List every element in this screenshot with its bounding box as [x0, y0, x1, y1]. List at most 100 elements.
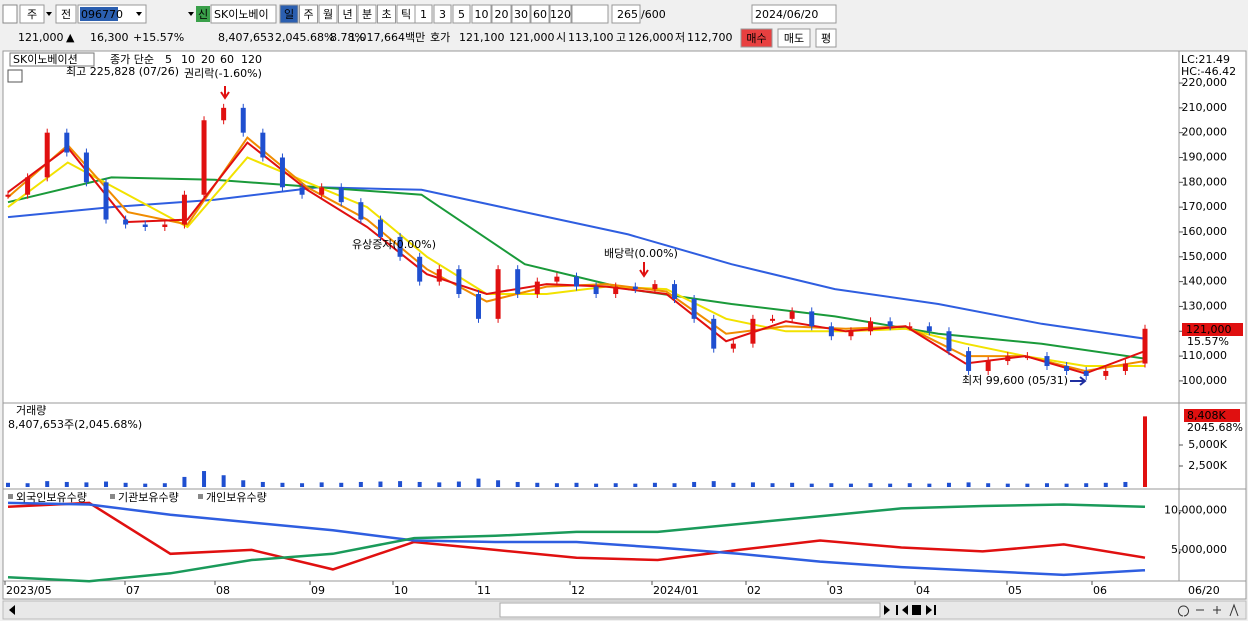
- buy-button: 매수: [746, 32, 766, 45]
- volume-last-box: [1184, 409, 1240, 422]
- candle: [613, 286, 619, 295]
- volume-subtitle: 8,407,653주(2,045.68%): [8, 418, 142, 431]
- period-button-box[interactable]: [357, 4, 377, 24]
- volume-bar: [750, 482, 755, 487]
- interval-button-box[interactable]: [549, 4, 572, 24]
- market-box[interactable]: [19, 4, 45, 24]
- price-axis-tick-label: 180,000: [1182, 175, 1228, 188]
- period-button: 주: [303, 8, 313, 21]
- volume-bar: [221, 475, 226, 487]
- volume-bar: [829, 483, 834, 487]
- x-tick-label: 05: [1008, 584, 1022, 597]
- legend-swatch: [198, 494, 203, 499]
- volume-bar: [358, 481, 363, 487]
- x-tick-label: 09: [311, 584, 325, 597]
- interval-button: 60: [533, 8, 547, 21]
- interval-button-box[interactable]: [530, 4, 550, 24]
- volume-bar: [809, 483, 814, 487]
- candle: [279, 157, 285, 188]
- candle: [25, 177, 31, 195]
- count: 265: [617, 8, 638, 21]
- legend-entry: 120: [241, 53, 262, 66]
- candle: [417, 256, 423, 282]
- quote-volume: 8,407,653: [218, 31, 274, 44]
- period-button-box[interactable]: [299, 4, 318, 24]
- scroll-controls[interactable]: [884, 605, 936, 615]
- menu-icon[interactable]: [2, 4, 18, 24]
- price-axis-tick-label: 160,000: [1182, 225, 1228, 238]
- period-button-box[interactable]: [318, 4, 338, 24]
- volume-bar: [280, 482, 285, 487]
- x-tick-label: 07: [126, 584, 140, 597]
- interval-button-box[interactable]: [471, 4, 492, 24]
- volume-bar: [515, 481, 520, 487]
- volume-bar: [143, 483, 148, 487]
- candle: [1142, 328, 1148, 364]
- candle: [377, 219, 383, 237]
- interval-button-box[interactable]: [511, 4, 531, 24]
- volume-bar: [652, 482, 657, 487]
- period-button-box[interactable]: [377, 4, 396, 24]
- volume-bar: [574, 482, 579, 487]
- candle: [1103, 370, 1109, 376]
- volume-bar: [848, 483, 853, 487]
- date: 2024/06/20: [755, 8, 818, 21]
- interval-button-box[interactable]: [452, 4, 471, 24]
- date-box[interactable]: [751, 4, 837, 24]
- grid-icon[interactable]: [7, 69, 23, 83]
- quote-price: 121,000: [18, 31, 64, 44]
- volume-bar: [84, 482, 89, 487]
- period-button-box[interactable]: [338, 4, 357, 24]
- volume-bar: [1025, 483, 1030, 487]
- scroll-thumb[interactable]: [499, 602, 881, 618]
- dividend-annotation: 배당락(0.00%): [604, 247, 678, 260]
- candle: [103, 182, 109, 220]
- scroll-left[interactable]: [9, 605, 15, 615]
- candle: [319, 187, 325, 195]
- price-axis-tick-label: 190,000: [1182, 150, 1228, 163]
- scope-box[interactable]: [55, 4, 77, 24]
- period-button-box[interactable]: [279, 4, 299, 24]
- scope: 전: [61, 8, 71, 21]
- candle: [828, 326, 834, 337]
- volume-bar: [6, 482, 10, 487]
- volume-last-ratio: 2045.68%: [1187, 421, 1243, 434]
- volume-bar: [417, 481, 422, 487]
- buy-button-box[interactable]: [740, 28, 773, 48]
- price-axis-tick-label: 100,000: [1182, 374, 1228, 387]
- count-box[interactable]: [611, 4, 641, 24]
- last-pct: 15.57%: [1187, 335, 1229, 348]
- volume-bar: [770, 483, 775, 487]
- candle: [966, 351, 972, 371]
- capital-annotation: 유상증자(0.00%): [352, 238, 436, 251]
- holdings-legend: 외국인보유수량: [16, 491, 87, 504]
- interval-button-box[interactable]: [433, 4, 452, 24]
- volume-axis-tick-label: 5,000K: [1188, 438, 1227, 451]
- legend-entry: 20: [201, 53, 215, 66]
- quote-arrow: ▲: [66, 31, 75, 44]
- volume-bar: [260, 481, 265, 487]
- volume-bar: [1143, 416, 1147, 487]
- legend-swatch: [8, 494, 13, 499]
- volume-bar: [966, 482, 971, 487]
- zoom-controls[interactable]: [1178, 603, 1239, 617]
- code-highlight: [80, 7, 118, 21]
- empty-select[interactable]: [571, 4, 609, 24]
- interval-button-box[interactable]: [491, 4, 512, 24]
- avg-button-box[interactable]: [815, 28, 837, 48]
- volume-bar: [554, 483, 559, 487]
- chart-frame: [2, 50, 1247, 600]
- sell-button-box[interactable]: [777, 28, 811, 48]
- interval-button-box[interactable]: [414, 4, 433, 24]
- low-annotation: 최저 99,600 (05/31): [962, 374, 1068, 387]
- candle: [142, 224, 148, 227]
- quote-open-label: 시: [556, 31, 566, 44]
- lc-label: LC:21.49: [1181, 53, 1230, 66]
- candle: [162, 224, 168, 227]
- candle: [1024, 356, 1030, 359]
- volume-bar: [45, 481, 50, 487]
- candle: [652, 284, 658, 290]
- period-button: 월: [323, 8, 333, 21]
- candle: [1122, 363, 1128, 371]
